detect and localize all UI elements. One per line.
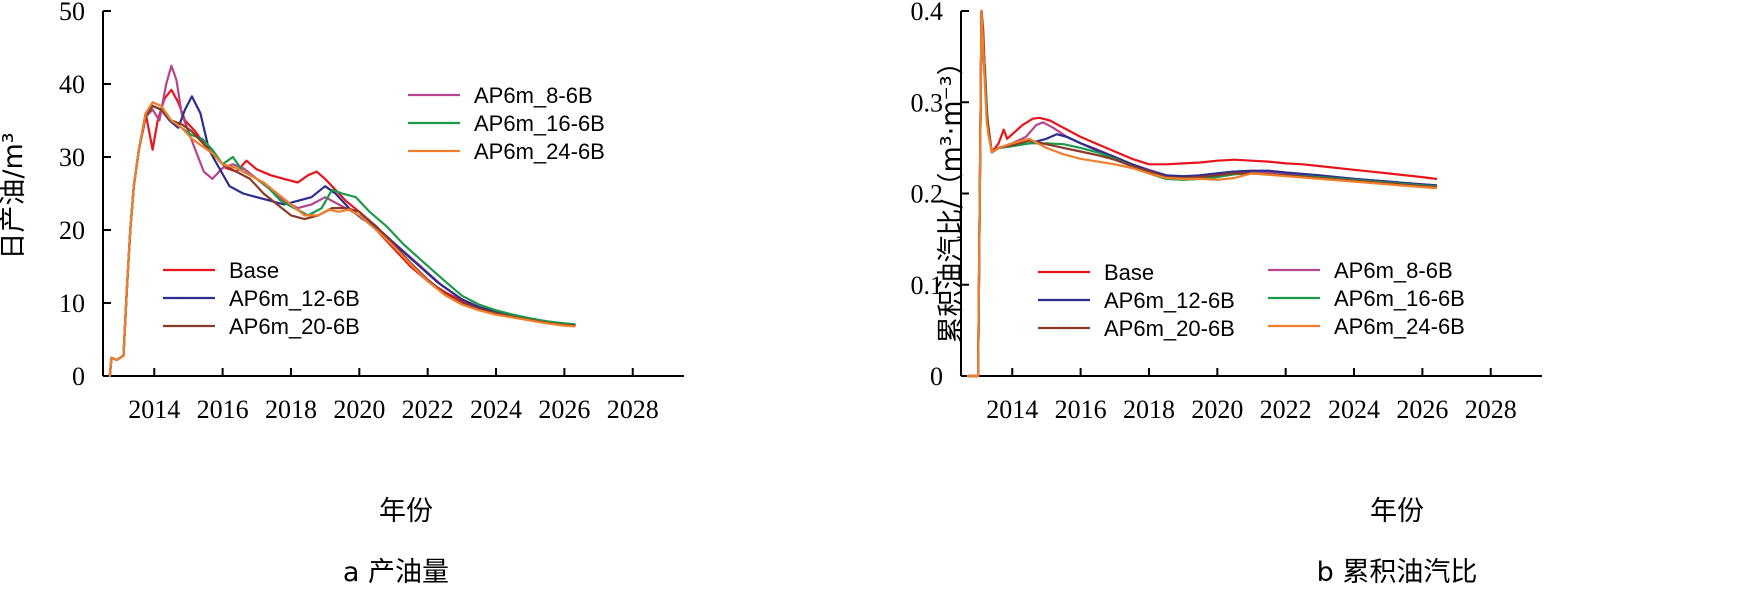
panel-b-x-tick-label: 2018 — [1123, 395, 1175, 424]
panel-a-series-ap6m-24-6b — [108, 101, 576, 378]
panel-a-series — [108, 64, 576, 378]
panel-a-x-tick-label: 2020 — [333, 395, 385, 424]
panel-b-y-tick-label: 0 — [930, 362, 943, 391]
panel-a-x-axis-title: 年份 — [379, 496, 433, 527]
panel-b-x-tick-label: 2024 — [1328, 395, 1380, 424]
panel-a-x-tick-label: 2028 — [607, 395, 659, 424]
panel-a-x-tick-label: 2016 — [197, 395, 249, 424]
panel-b-x-axis-title: 年份 — [1370, 496, 1424, 527]
panel-b-x-tick-label: 2026 — [1396, 395, 1448, 424]
panel-b-x-tick-label: 2028 — [1465, 395, 1517, 424]
panel-b-series-ap6m-24-6b — [966, 9, 1438, 378]
panel-b-legend-label: AP6m_12-6B — [1104, 288, 1235, 313]
panel-a-legend-label: Base — [229, 258, 279, 283]
panel-a-y-tick-label: 40 — [59, 70, 85, 99]
panel-a-caption: a 产油量 — [343, 557, 449, 588]
panel-a-y-tick-label: 20 — [59, 216, 85, 245]
panel-b-y-tick-label: 0.3 — [911, 88, 944, 117]
panel-b-chart: 0 0.1 0.2 0.3 0.4 2014 2016 2018 2020 2022 2024 202… — [911, 0, 1542, 588]
panel-a-y-tick-label: 10 — [59, 289, 85, 318]
panel-a-y-tick-label: 0 — [72, 362, 85, 391]
panel-a-y-tick-label: 30 — [59, 143, 85, 172]
panel-a-x-tick-label: 2026 — [538, 395, 590, 424]
panel-a-x-tick-label: 2014 — [128, 395, 180, 424]
panel-a-legend-label: AP6m_20-6B — [229, 314, 360, 339]
panel-a-axes: 0 10 20 30 40 50 2014 2016 2018 2020 2022 2024 2026 2… — [59, 0, 684, 424]
panel-a-legend-label: AP6m_12-6B — [229, 286, 360, 311]
panel-b-legend-label: Base — [1104, 260, 1154, 285]
panel-b-legend-label: AP6m_16-6B — [1334, 286, 1465, 311]
panel-b-legend-label: AP6m_8-6B — [1334, 258, 1453, 283]
panel-a-y-axis-title: 日产油/m³ — [0, 132, 29, 259]
panel-b-y-tick-label: 0.2 — [911, 180, 944, 209]
panel-b-axes: 0 0.1 0.2 0.3 0.4 2014 2016 2018 2020 2022 2024 202… — [911, 0, 1542, 424]
panel-b-series — [966, 9, 1438, 378]
panel-b-x-tick-label: 2014 — [986, 395, 1038, 424]
panel-a-legend: AP6m_8-6B AP6m_16-6B AP6m_24-6B Base AP6m_12… — [163, 83, 605, 339]
panel-b-y-tick-label: 0.4 — [911, 0, 944, 26]
panel-a-legend-label: AP6m_8-6B — [474, 83, 593, 108]
panel-a-x-tick-label: 2022 — [402, 395, 454, 424]
panel-a-legend-label: AP6m_24-6B — [474, 139, 605, 164]
panel-b-legend-label: AP6m_20-6B — [1104, 316, 1235, 341]
panel-b-caption: b 累积油汽比 — [1317, 557, 1478, 588]
panel-a-chart: 0 10 20 30 40 50 2014 2016 2018 2020 2022 2024 2026 2… — [0, 0, 684, 588]
panel-b-x-tick-label: 2020 — [1191, 395, 1243, 424]
panel-a-y-tick-label: 50 — [59, 0, 85, 26]
panel-a-legend-label: AP6m_16-6B — [474, 111, 605, 136]
panel-b-x-tick-label: 2016 — [1055, 395, 1107, 424]
panel-b-y-tick-label: 0.1 — [911, 271, 944, 300]
panel-b-legend-label: AP6m_24-6B — [1334, 314, 1465, 339]
panel-b-y-axis-title: 累积油汽比/（m³·m⁻³） — [936, 48, 967, 343]
panel-b-x-tick-label: 2022 — [1260, 395, 1312, 424]
panel-b-legend: Base AP6m_12-6B AP6m_20-6B AP6m_8-6B AP6m_16… — [1038, 258, 1465, 341]
panel-a-x-tick-label: 2024 — [470, 395, 522, 424]
panel-a-x-tick-label: 2018 — [265, 395, 317, 424]
